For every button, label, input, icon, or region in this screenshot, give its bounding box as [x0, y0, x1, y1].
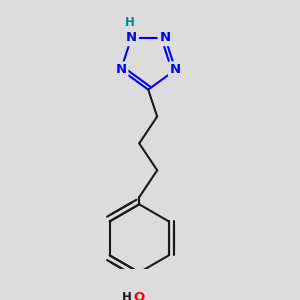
- Text: O: O: [134, 291, 145, 300]
- Text: N: N: [116, 63, 127, 76]
- Text: H: H: [124, 16, 134, 29]
- Text: N: N: [160, 31, 171, 44]
- Text: N: N: [170, 63, 181, 76]
- Text: N: N: [126, 31, 137, 44]
- Text: H: H: [122, 291, 132, 300]
